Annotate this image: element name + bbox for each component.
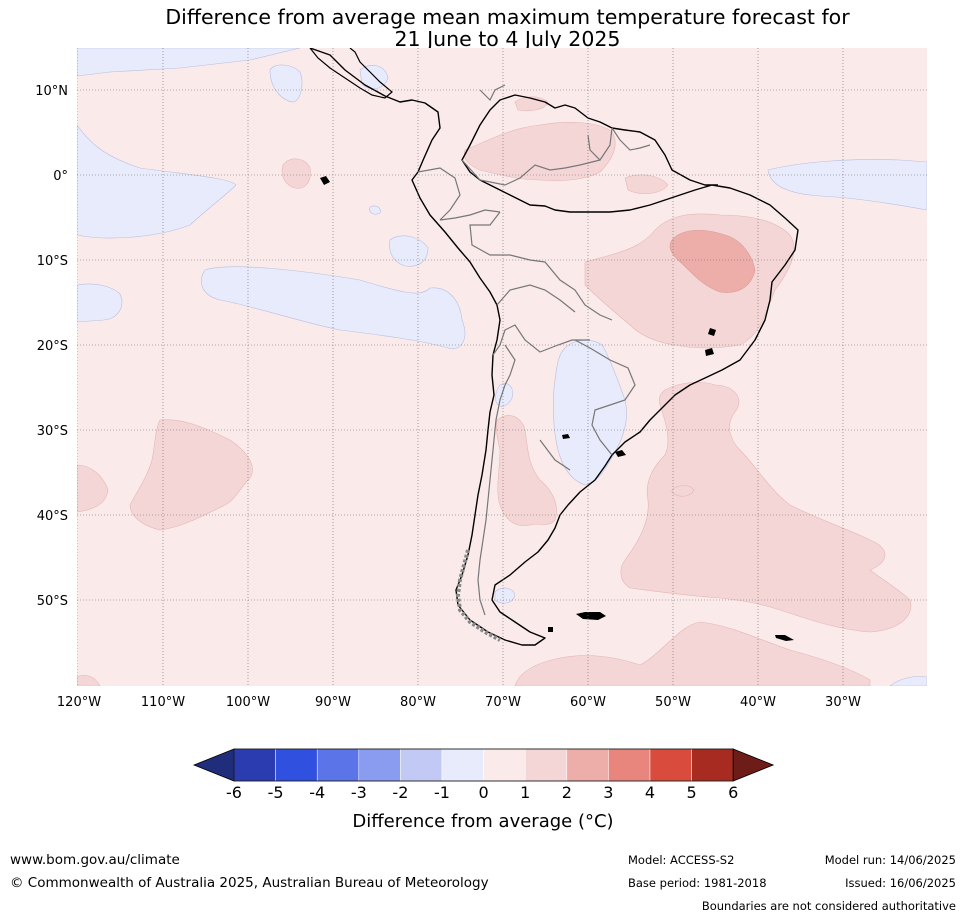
colorbar-tick-label: 3 xyxy=(603,783,613,802)
colorbar-segment xyxy=(275,748,318,782)
south-america-coastline xyxy=(309,48,799,646)
colorbar-tick-label: -6 xyxy=(226,783,242,802)
map-field xyxy=(77,48,927,686)
colorbar-tick-label: 4 xyxy=(645,783,655,802)
islands xyxy=(320,176,794,641)
colorbar xyxy=(192,748,775,782)
chile-fjords xyxy=(455,549,501,642)
colorbar-extend-high xyxy=(732,748,775,782)
colorbar-tick-label: 1 xyxy=(520,783,530,802)
longitude-labels: 120°W 110°W 100°W 90°W 80°W 70°W 60°W 50… xyxy=(57,695,861,710)
footer-issued: Issued: 16/06/2025 xyxy=(845,876,956,890)
colorbar-segment xyxy=(649,748,692,782)
lon-label: 110°W xyxy=(141,695,185,710)
lat-label: 10°S xyxy=(37,254,68,269)
colorbar-segment xyxy=(316,748,360,782)
lat-label: 10°N xyxy=(35,84,68,99)
lon-label: 70°W xyxy=(485,695,521,710)
country-borders xyxy=(417,84,651,616)
footer-website: www.bom.gov.au/climate xyxy=(10,852,180,868)
lon-label: 90°W xyxy=(315,695,351,710)
map-title-line-2: 21 June to 4 July 2025 xyxy=(394,27,621,51)
lon-label: 60°W xyxy=(570,695,606,710)
anomaly-2-to-3-region xyxy=(669,230,756,293)
lat-label: 0° xyxy=(53,169,68,184)
colorbar-tick-label: 6 xyxy=(728,783,738,802)
colorbar-extend-low xyxy=(192,748,235,782)
lon-label: 30°W xyxy=(825,695,861,710)
colorbar-tick-labels: -6 -5 -4 -3 -2 -1 0 1 2 3 4 5 6 xyxy=(226,783,738,802)
colorbar-segment xyxy=(691,748,734,782)
graticule xyxy=(77,48,927,686)
colorbar-tick-label: 5 xyxy=(687,783,697,802)
colorbar-tick-label: 0 xyxy=(479,783,489,802)
lat-label: 30°S xyxy=(37,424,68,439)
colorbar-segment xyxy=(524,748,568,782)
footer-model-run: Model run: 14/06/2025 xyxy=(824,853,956,867)
colorbar-segment xyxy=(233,748,276,782)
colorbar-tick-label: -3 xyxy=(351,783,367,802)
colorbar-segment xyxy=(566,748,609,782)
colorbar-outline xyxy=(233,748,734,782)
footer-model: Model: ACCESS-S2 xyxy=(628,853,735,867)
lon-label: 40°W xyxy=(740,695,776,710)
latitude-labels: 10°N 0° 10°S 20°S 30°S 40°S 50°S xyxy=(35,84,68,609)
lon-label: 80°W xyxy=(400,695,436,710)
colorbar-segment xyxy=(483,748,526,782)
lat-label: 50°S xyxy=(37,594,68,609)
map-title-line-1: Difference from average mean maximum tem… xyxy=(165,5,850,29)
colorbar-segment xyxy=(608,748,651,782)
colorbar-tick-label: -5 xyxy=(268,783,284,802)
lat-label: 20°S xyxy=(37,339,68,354)
colorbar-tick-label: -2 xyxy=(392,783,408,802)
colorbar-tick-label: -4 xyxy=(309,783,325,802)
colorbar-segment xyxy=(441,748,484,782)
colorbar-segment xyxy=(400,748,443,782)
footer-copyright: © Commonwealth of Australia 2025, Austra… xyxy=(10,875,489,891)
lon-label: 120°W xyxy=(57,695,101,710)
colorbar-segment xyxy=(358,748,401,782)
footer-base-period: Base period: 1981-2018 xyxy=(628,876,767,890)
central-america-coastline xyxy=(309,48,393,99)
lon-label: 50°W xyxy=(655,695,691,710)
anomaly-neg1-to-0-regions xyxy=(77,48,927,686)
colorbar-tick-label: -1 xyxy=(434,783,450,802)
lon-label: 100°W xyxy=(226,695,270,710)
lat-label: 40°S xyxy=(37,509,68,524)
footer-disclaimer: Boundaries are not considered authoritat… xyxy=(701,899,956,913)
colorbar-title: Difference from average (°C) xyxy=(352,811,613,832)
colorbar-tick-label: 2 xyxy=(562,783,572,802)
